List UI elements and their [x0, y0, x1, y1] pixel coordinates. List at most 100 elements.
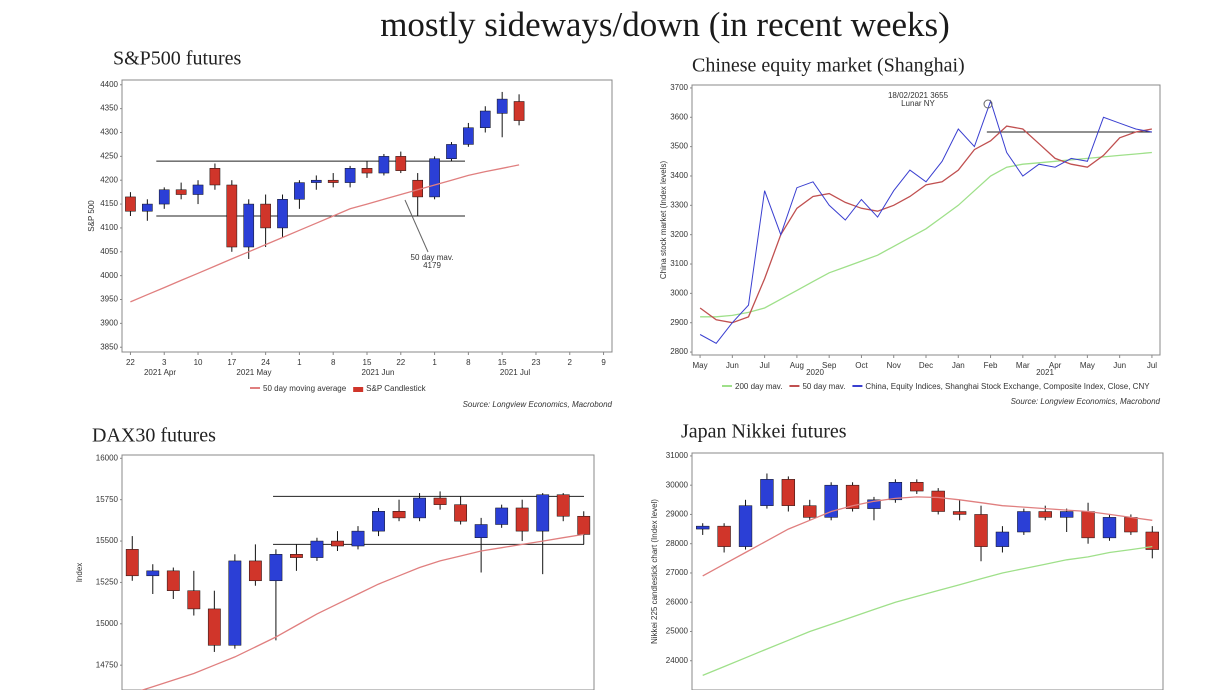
candle-body: [175, 189, 187, 195]
candle-body: [931, 490, 945, 512]
x-tick-label: 22: [126, 358, 135, 367]
y-tick-label: 29000: [666, 510, 689, 519]
legend-label: 50 day moving average: [263, 384, 347, 393]
series-line: [699, 125, 1153, 324]
candle-body: [1017, 511, 1031, 533]
annotation: Lunar NY: [901, 99, 935, 108]
candle-body: [209, 168, 221, 186]
y-tick-label: 4100: [100, 223, 118, 232]
y-tick-label: 3850: [100, 342, 118, 351]
candle-body: [463, 127, 474, 145]
legend-swatch: [250, 387, 260, 389]
candle-body: [142, 203, 153, 212]
x-tick-label: 2: [568, 358, 573, 367]
y-tick-label: 3400: [670, 171, 688, 180]
candle-body: [1145, 531, 1159, 550]
candle-body: [479, 110, 491, 128]
candle-body: [910, 482, 924, 492]
x-tick-label: 9: [601, 358, 606, 367]
x-tick-label: 1: [432, 358, 437, 367]
x-tick-label: Aug: [790, 361, 804, 370]
x-group-label: 2021 May: [236, 368, 271, 377]
x-tick-label: 3: [162, 358, 167, 367]
candle-body: [248, 560, 262, 582]
y-tick-label: 14750: [96, 660, 119, 669]
legend-swatch: [722, 385, 732, 387]
legend-label: 200 day mav.: [735, 382, 782, 391]
series-line: [699, 99, 1152, 344]
y-tick-label: 4000: [100, 271, 118, 280]
x-tick-label: 8: [331, 358, 336, 367]
x-tick-label: Jan: [952, 361, 965, 370]
candle-body: [1038, 511, 1052, 518]
candle-body: [187, 590, 201, 610]
y-axis-label: S&P 500: [87, 200, 96, 232]
plot-frame: [121, 454, 595, 690]
candle-body: [454, 504, 468, 522]
y-tick-label: 3700: [670, 83, 688, 92]
y-tick-label: 16000: [96, 453, 119, 462]
y-tick-label: 3500: [670, 142, 688, 151]
x-tick-label: May: [1080, 361, 1095, 370]
x-tick-label: 17: [227, 358, 236, 367]
candle-body: [888, 482, 903, 501]
x-group-label: 2021 Jun: [362, 368, 395, 377]
candle-body: [556, 494, 570, 517]
candle-body: [413, 497, 426, 519]
candle-body: [1059, 511, 1074, 518]
candle-body: [495, 507, 509, 525]
x-tick-label: Jun: [1113, 361, 1126, 370]
x-tick-label: 24: [261, 358, 270, 367]
candle-body: [290, 554, 303, 558]
candle-body: [803, 505, 817, 518]
source-note: Source: Longview Economics, Macrobond: [1011, 397, 1161, 406]
candle-body: [446, 144, 457, 159]
x-group-label: 2021: [1036, 368, 1054, 377]
candle-body: [331, 540, 344, 547]
candle-body: [577, 515, 591, 535]
candle-body: [228, 560, 242, 646]
candle-body: [277, 199, 288, 229]
candle-body: [1102, 517, 1117, 539]
y-axis-label: Nikkei 225 candlestick chart (Index leve…: [650, 499, 659, 644]
x-tick-label: 15: [363, 358, 372, 367]
x-tick-label: 15: [498, 358, 507, 367]
y-tick-label: 4050: [100, 247, 118, 256]
legend-label: 50 day mav.: [802, 382, 845, 391]
candle-body: [372, 511, 385, 532]
candle-body: [433, 497, 447, 505]
x-group-label: 2020: [806, 368, 824, 377]
candle-body: [696, 525, 710, 530]
annotation-leader: [404, 199, 429, 253]
candle-body: [738, 505, 753, 547]
legend-label: China, Equity Indices, Shanghai Stock Ex…: [865, 382, 1150, 391]
legend-swatch: [852, 385, 863, 387]
candle-body: [717, 525, 731, 547]
y-tick-label: 3100: [670, 259, 688, 268]
y-tick-label: 27000: [666, 568, 689, 577]
candle-body: [867, 499, 881, 509]
series-line: [140, 533, 584, 690]
candle-body: [351, 530, 365, 547]
candle-body: [310, 540, 324, 558]
candle-body: [392, 511, 406, 519]
x-tick-label: 10: [194, 358, 203, 367]
x-tick-label: Apr: [1049, 361, 1062, 370]
candle-body: [824, 484, 838, 518]
candle-body: [125, 549, 139, 577]
legend-label: S&P Candlestick: [366, 384, 426, 393]
y-tick-label: 2800: [670, 347, 688, 356]
candle-body: [378, 156, 390, 174]
x-tick-label: 8: [466, 358, 471, 367]
candle-body: [294, 182, 305, 200]
y-tick-label: 4400: [100, 80, 118, 89]
candle-body: [845, 484, 860, 509]
candle-body: [760, 479, 774, 506]
candle-body: [192, 184, 204, 195]
x-tick-label: Jul: [1147, 361, 1157, 370]
legend-swatch: [789, 385, 800, 387]
source-note: Source: Longview Economics, Macrobond: [463, 400, 613, 409]
series-line: [702, 496, 1153, 577]
